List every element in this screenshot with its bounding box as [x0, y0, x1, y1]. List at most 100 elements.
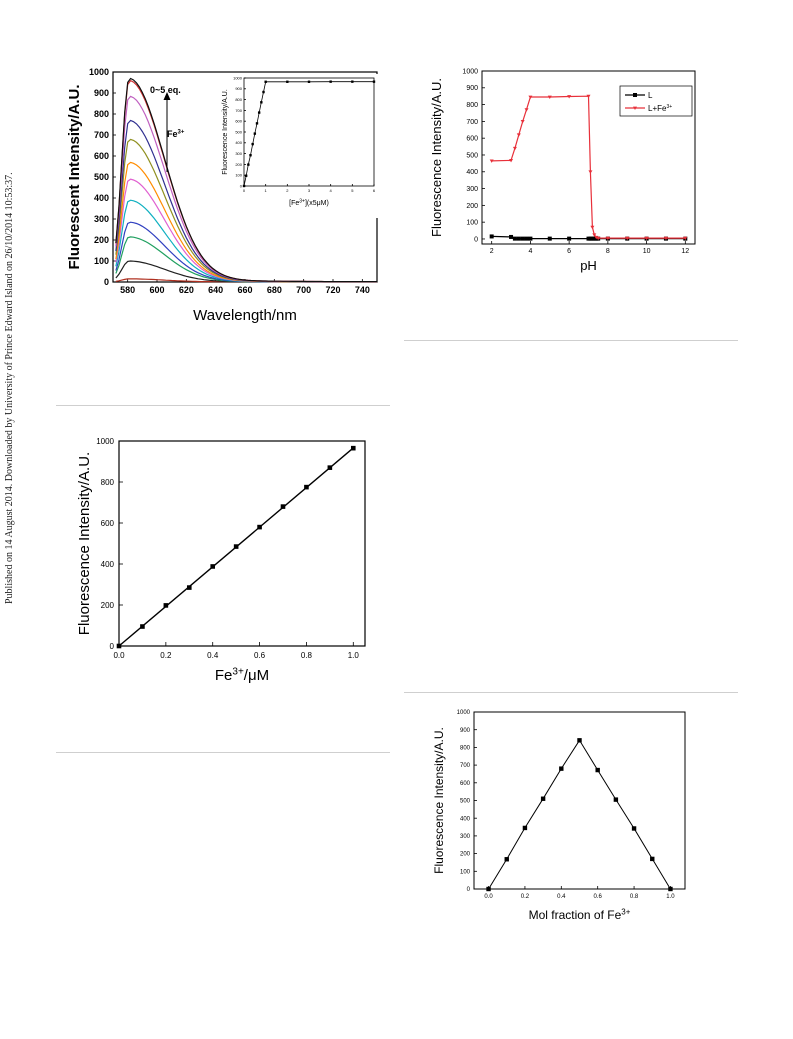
inset-point: [372, 80, 376, 83]
inset-point: [262, 90, 265, 94]
x-tick-label: 0.2: [160, 651, 172, 660]
x-tick-label: 6: [567, 248, 571, 255]
x-axis-label: Fe3+/μM: [215, 666, 269, 684]
data-point: [233, 544, 239, 549]
inset-point: [242, 184, 246, 188]
ion-annotation: Fe3+: [167, 129, 185, 139]
series-point: [524, 108, 529, 112]
series-point: [512, 236, 517, 241]
x-tick-label: 1.0: [348, 651, 360, 660]
x-axis-label: Wavelength/nm: [193, 307, 297, 324]
x-tick-label: 6: [373, 188, 376, 193]
x-tick-label: 740: [355, 285, 370, 295]
series-point: [590, 225, 595, 230]
x-tick-label: 12: [681, 248, 689, 255]
series-point: [520, 236, 525, 241]
y-tick-label: 800: [94, 109, 109, 119]
y-tick-label: 500: [235, 129, 242, 134]
series-point: [567, 95, 572, 99]
data-point: [595, 767, 600, 773]
data-point: [613, 797, 619, 802]
inset-point: [257, 111, 261, 114]
y-tick-label: 1000: [457, 710, 471, 716]
data-point: [327, 465, 333, 470]
data-point: [163, 603, 169, 608]
spectrum-line: [115, 260, 377, 283]
x-tick-label: 700: [296, 285, 311, 295]
y-tick-label: 200: [101, 601, 115, 610]
x-axis-label: pH: [580, 258, 597, 273]
series-point: [592, 233, 597, 237]
y-tick-label: 800: [466, 102, 478, 109]
x-tick-label: 660: [237, 285, 252, 295]
y-tick-label: 300: [466, 186, 478, 193]
y-tick-label: 500: [460, 799, 471, 805]
data-point: [186, 585, 192, 590]
x-tick-label: 0: [243, 188, 246, 193]
x-tick-label: 0.6: [594, 894, 603, 900]
series-point: [528, 95, 533, 100]
y-tick-label: 600: [235, 119, 242, 124]
x-tick-label: 4: [330, 188, 333, 193]
plot-frame: [118, 440, 366, 647]
series-point: [605, 236, 610, 241]
x-tick-label: 620: [179, 285, 194, 295]
x-tick-label: 4: [528, 248, 532, 255]
divider: [404, 340, 738, 341]
y-tick-label: 1000: [89, 67, 109, 77]
x-tick-label: 720: [325, 285, 340, 295]
data-point: [116, 643, 122, 649]
series-point: [567, 236, 572, 241]
series-point: [489, 159, 494, 163]
series-point: [547, 95, 552, 100]
y-tick-label: 600: [466, 136, 478, 143]
x-tick-label: 0.4: [557, 894, 566, 900]
x-tick-label: 640: [208, 285, 223, 295]
y-axis-label: Fluorescent Intensity/A.U.: [66, 84, 83, 269]
data-point: [668, 886, 673, 892]
y-tick-label: 500: [466, 152, 478, 159]
divider: [56, 752, 390, 753]
y-tick-label: 800: [460, 746, 471, 752]
spectrum-line: [115, 221, 377, 283]
x-tick-label: 1.0: [666, 894, 675, 900]
x-tick-label: 0.6: [254, 651, 266, 660]
y-tick-label: 0: [104, 277, 109, 287]
x-tick-label: 10: [643, 248, 651, 255]
inset-line: [243, 81, 374, 187]
x-tick-label: 1: [265, 188, 268, 193]
series-point: [588, 170, 593, 174]
y-tick-label: 0: [240, 183, 243, 188]
x-tick-label: 0.2: [521, 894, 530, 900]
y-tick-label: 900: [466, 85, 478, 92]
series-point: [528, 236, 533, 241]
y-tick-label: 200: [235, 162, 242, 167]
inset-point: [253, 132, 257, 135]
divider: [404, 692, 738, 693]
data-point: [140, 624, 145, 629]
legend-marker: [633, 93, 637, 97]
arrow-head: [163, 92, 171, 100]
x-tick-label: 0.0: [484, 894, 493, 900]
data-point: [504, 857, 509, 862]
inset-point: [351, 80, 354, 83]
y-tick-label: 0: [467, 887, 471, 893]
data-point: [350, 445, 356, 451]
inset-point: [260, 101, 263, 104]
y-tick-label: 300: [94, 214, 109, 224]
x-axis-label: Mol fraction of Fe3+: [529, 907, 631, 922]
y-tick-label: 600: [101, 519, 115, 528]
y-tick-label: 900: [94, 88, 109, 98]
divider: [56, 405, 390, 406]
y-tick-label: 800: [235, 97, 242, 102]
y-tick-label: 700: [235, 108, 242, 113]
y-tick-label: 1000: [462, 68, 478, 75]
y-tick-label: 400: [466, 169, 478, 176]
x-tick-label: 0.8: [301, 651, 313, 660]
inset-point: [264, 80, 267, 83]
y-tick-label: 700: [466, 119, 478, 126]
x-tick-label: 8: [606, 248, 610, 255]
data-point: [210, 564, 216, 569]
legend-box: [619, 85, 693, 117]
